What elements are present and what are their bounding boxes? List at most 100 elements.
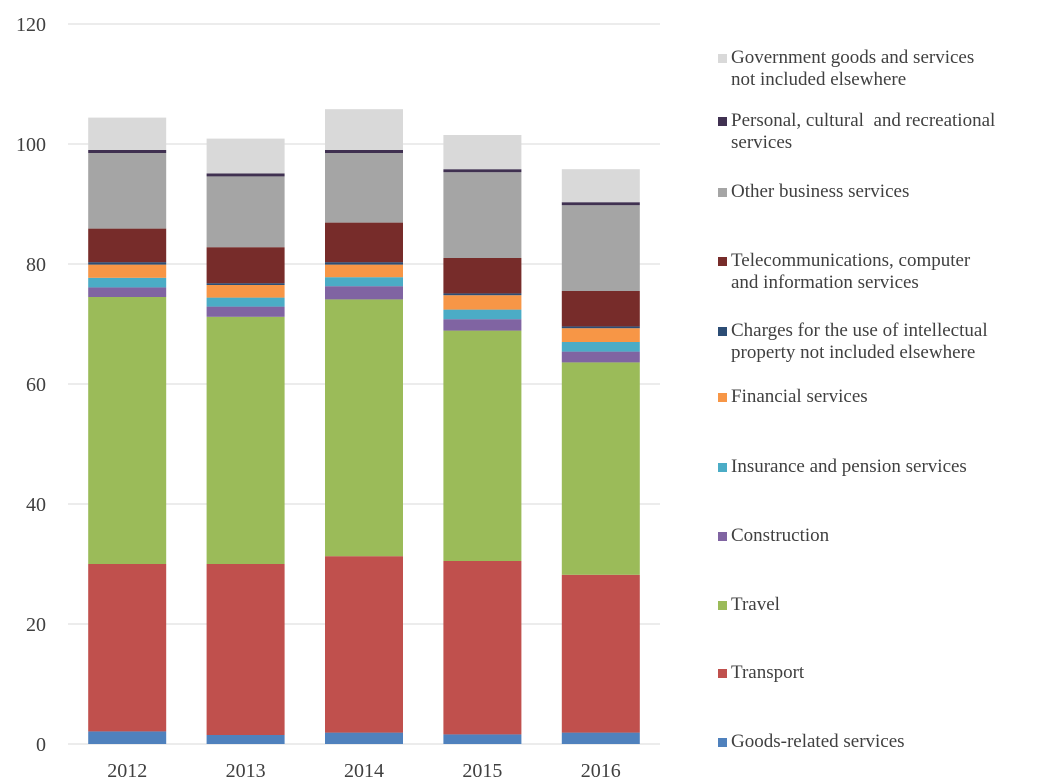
legend-swatch: [718, 669, 727, 678]
legend-item: Insurance and pension services: [718, 456, 967, 478]
legend-label: Charges for the use of intellectual prop…: [731, 320, 988, 363]
bar-segment: [206, 138, 285, 174]
legend-swatch: [718, 327, 727, 336]
x-tick-label: 2015: [462, 760, 502, 782]
bar-segment: [206, 735, 285, 744]
bar-segment: [443, 172, 522, 258]
bar-segment: [325, 556, 403, 733]
legend-swatch: [718, 463, 727, 472]
bar-segment: [561, 205, 640, 291]
y-tick-label: 100: [16, 134, 46, 156]
y-axis-tick-labels: 0 20 40 60 80 100 120: [16, 14, 46, 756]
bar-segment: [443, 330, 522, 561]
legend-label: Financial services: [731, 386, 868, 407]
bar-segment: [325, 732, 403, 744]
bar-segment: [206, 285, 285, 298]
legend-label: Other business services: [731, 181, 910, 202]
x-tick-label: 2016: [581, 760, 621, 782]
legend-item: Goods-related services: [718, 731, 905, 753]
legend-label: Transport: [731, 662, 805, 683]
bar-segment: [561, 351, 640, 363]
legend-swatch: [718, 532, 727, 541]
bar-segment: [325, 262, 403, 265]
bar-segment: [88, 564, 167, 732]
bar-segment: [88, 262, 167, 265]
legend-label: Insurance and pension services: [731, 456, 967, 477]
bar-segment: [206, 283, 285, 285]
legend-label: Telecommunications, computer and informa…: [731, 250, 971, 293]
bar-segment: [88, 264, 167, 278]
legend-label: Travel: [731, 594, 780, 615]
bar-segment: [443, 319, 522, 331]
legend-item: Travel: [718, 594, 780, 616]
bar-segment: [88, 287, 167, 297]
y-tick-label: 120: [16, 14, 46, 36]
legend-item: Financial services: [718, 386, 868, 408]
legend-item: Telecommunications, computer and informa…: [718, 250, 970, 294]
y-tick-label: 80: [26, 254, 46, 276]
bars: [88, 109, 640, 744]
bar-segment: [206, 247, 285, 284]
legend-item: Transport: [718, 662, 804, 684]
bar-segment: [206, 316, 285, 564]
bar-segment: [443, 561, 522, 735]
legend-swatch: [718, 117, 727, 126]
bar-segment: [325, 299, 403, 557]
bar-segment: [88, 277, 167, 288]
bar-segment: [561, 202, 640, 206]
bar-segment: [443, 258, 522, 294]
x-tick-label: 2013: [226, 760, 266, 782]
bar-segment: [561, 291, 640, 327]
legend-item: Construction: [718, 525, 829, 547]
legend-label: Government goods and services not includ…: [731, 47, 975, 90]
bar-segment: [443, 295, 522, 310]
bar-segment: [206, 176, 285, 248]
bar-segment: [206, 297, 285, 307]
y-tick-label: 20: [26, 614, 46, 636]
y-tick-label: 60: [26, 374, 46, 396]
legend-label: Personal, cultural and recreational serv…: [731, 110, 996, 153]
legend: Government goods and services not includ…: [718, 0, 1064, 782]
bar-segment: [561, 326, 640, 329]
bar-segment: [325, 277, 403, 287]
bar-segment: [443, 169, 522, 173]
y-tick-label: 40: [26, 494, 46, 516]
bar-segment: [88, 228, 167, 263]
bar-segment: [561, 574, 640, 733]
legend-swatch: [718, 601, 727, 610]
bar-segment: [443, 135, 522, 170]
bar-segment: [325, 150, 403, 153]
legend-swatch: [718, 188, 727, 197]
bar-segment: [561, 169, 640, 203]
bar-segment: [206, 564, 285, 735]
x-tick-label: 2014: [344, 760, 384, 782]
bar-segment: [88, 153, 167, 229]
bar-segment: [325, 264, 403, 278]
bar-segment: [88, 150, 167, 153]
legend-swatch: [718, 393, 727, 402]
bar-segment: [561, 732, 640, 744]
bar-segment: [561, 342, 640, 352]
bar-segment: [206, 173, 285, 177]
x-axis-tick-labels: 2012 2013 2014 2015 2016: [107, 760, 621, 782]
bar-segment: [325, 286, 403, 300]
bar-segment: [443, 734, 522, 744]
bar-segment: [443, 293, 522, 296]
stacked-bar-chart: 0 20 40 60 80 100 120 2012 2013 2014 2015 2016: [16, 14, 660, 782]
legend-label: Construction: [731, 525, 830, 546]
bar-segment: [325, 222, 403, 263]
bar-segment: [88, 731, 167, 744]
bar-segment: [206, 306, 285, 317]
legend-item: Personal, cultural and recreational serv…: [718, 110, 995, 154]
bar-segment: [88, 297, 167, 564]
bar-segment: [561, 328, 640, 342]
legend-item: Other business services: [718, 181, 909, 203]
y-tick-label: 0: [36, 734, 46, 756]
bar-segment: [325, 153, 403, 223]
bar-segment: [443, 309, 522, 320]
bar-segment: [325, 109, 403, 150]
legend-item: Charges for the use of intellectual prop…: [718, 320, 988, 364]
legend-swatch: [718, 54, 727, 63]
legend-item: Government goods and services not includ…: [718, 47, 974, 91]
bar-segment: [561, 362, 640, 575]
